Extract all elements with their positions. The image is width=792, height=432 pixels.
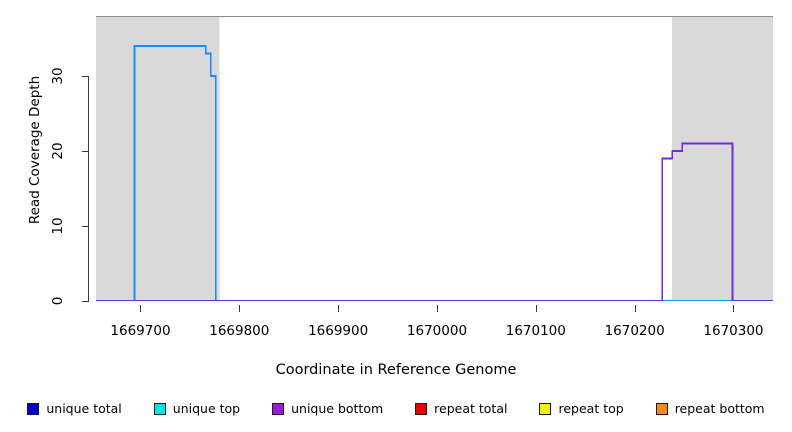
y-axis-title: Read Coverage Depth [27,75,43,225]
x-tick-label: 1670000 [406,323,468,339]
y-tick-label: 10 [50,217,66,235]
y-tick-label: 20 [50,142,66,160]
x-tick-mark [634,305,636,312]
legend-swatch-icon [27,403,40,415]
x-tick-label: 1670300 [703,323,764,339]
legend-label: unique top [172,401,241,416]
legend-item-unique-total[interactable]: unique total [27,401,122,416]
legend-label: unique total [46,401,122,416]
legend-item-repeat-top[interactable]: repeat top [539,401,624,416]
x-tick-label: 1670100 [505,323,566,339]
y-axis-line [88,76,89,301]
legend-item-repeat-total[interactable]: repeat total [415,402,507,416]
legend-swatch-icon [539,403,552,415]
shaded-region-repeat-region-right [672,16,773,301]
x-tick-mark [733,305,735,312]
plot-area [96,16,773,301]
x-tick-mark [436,305,438,312]
legend-swatch-icon [655,403,668,415]
x-tick-mark [140,305,142,312]
legend-item-repeat-bottom[interactable]: repeat bottom [655,401,765,416]
shaded-region-repeat-region-left [96,16,220,301]
legend-label: unique bottom [291,401,384,416]
legend-swatch-icon [153,403,166,415]
series-line-unique-bottom [96,142,773,301]
y-tick-mark [82,151,89,152]
legend-item-unique-top[interactable]: unique top [153,401,241,416]
legend-item-unique-bottom[interactable]: unique bottom [272,402,383,416]
x-tick-mark [338,305,340,312]
legend-label: repeat bottom [674,401,765,416]
x-tick-label: 1669700 [110,323,171,339]
x-axis-title: Coordinate in Reference Genome [275,362,517,378]
legend-swatch-icon [272,403,285,415]
y-tick-mark [82,301,89,302]
legend-label: repeat top [558,401,624,416]
series-line-unique-total [96,45,773,301]
y-tick-mark [82,226,89,227]
chart-legend: unique total unique top unique bottom repea… [0,398,792,420]
x-tick-label: 1670200 [604,323,665,339]
y-tick-label: 0 [50,296,66,306]
y-tick-mark [82,76,89,77]
y-tick-label: 30 [50,67,66,85]
x-tick-mark [535,305,537,312]
x-tick-label: 1669900 [308,323,369,339]
legend-label: repeat total [434,401,508,416]
x-tick-mark [239,305,241,312]
legend-swatch-icon [415,403,428,415]
x-tick-label: 1669800 [209,323,270,339]
